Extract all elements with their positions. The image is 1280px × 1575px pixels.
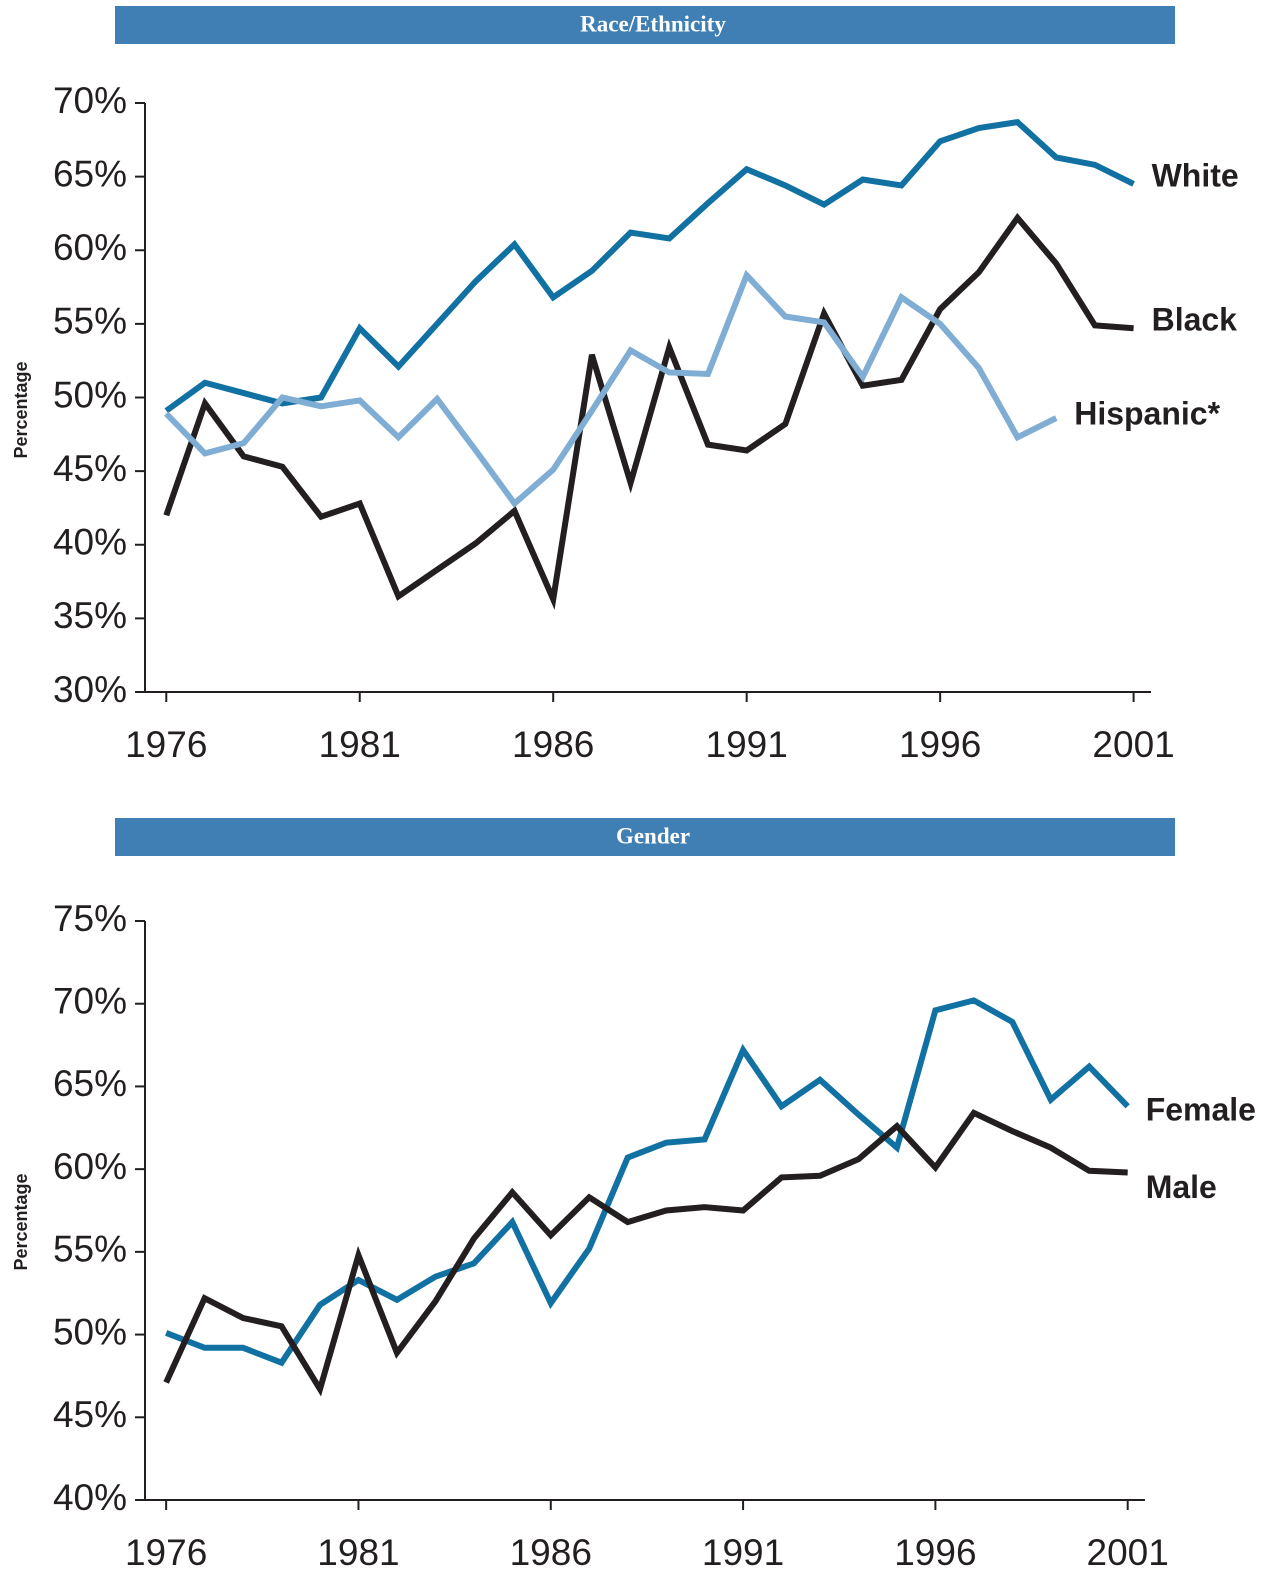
y-tick-label: 75% bbox=[53, 898, 127, 939]
y-tick-label: 40% bbox=[53, 1477, 127, 1518]
series-label: Black bbox=[1152, 302, 1238, 338]
x-tick-label: 1976 bbox=[125, 1532, 207, 1573]
y-tick-label: 55% bbox=[53, 301, 127, 342]
series-line bbox=[164, 269, 1058, 508]
y-tick-label: 50% bbox=[53, 374, 127, 415]
x-tick-label: 1991 bbox=[702, 1532, 784, 1573]
x-tick-label: 1986 bbox=[512, 724, 594, 765]
y-tick-label: 45% bbox=[53, 1394, 127, 1435]
y-tick-label: 70% bbox=[53, 80, 127, 121]
series-label: White bbox=[1152, 157, 1239, 193]
x-tick-label: 2001 bbox=[1092, 724, 1174, 765]
banner bbox=[115, 818, 1175, 856]
y-tick-label: 30% bbox=[53, 669, 127, 710]
y-tick-label: 65% bbox=[53, 153, 127, 194]
y-tick-label: 40% bbox=[53, 522, 127, 563]
series-label: Female bbox=[1146, 1092, 1256, 1128]
series-label: Hispanic* bbox=[1074, 396, 1220, 432]
x-tick-label: 1996 bbox=[899, 724, 981, 765]
series-line bbox=[163, 1109, 1128, 1397]
y-tick-label: 70% bbox=[53, 980, 127, 1021]
y-tick-label: 60% bbox=[53, 1146, 127, 1187]
x-tick-label: 1986 bbox=[510, 1532, 592, 1573]
series-label: Male bbox=[1146, 1169, 1217, 1205]
x-tick-label: 1981 bbox=[319, 724, 401, 765]
y-tick-label: 35% bbox=[53, 595, 127, 636]
banner-title: Gender bbox=[616, 823, 690, 848]
series-line bbox=[164, 118, 1135, 414]
series-line bbox=[165, 997, 1130, 1367]
y-axis-label: Percentage bbox=[11, 361, 31, 458]
x-tick-label: 1991 bbox=[706, 724, 788, 765]
y-tick-label: 65% bbox=[53, 1063, 127, 1104]
x-tick-label: 1981 bbox=[317, 1532, 399, 1573]
y-axis-label: Percentage bbox=[11, 1173, 31, 1270]
banner-title: Race/Ethnicity bbox=[580, 11, 726, 36]
y-tick-label: 60% bbox=[53, 227, 127, 268]
y-tick-label: 45% bbox=[53, 448, 127, 489]
y-tick-label: 50% bbox=[53, 1311, 127, 1352]
x-tick-label: 1976 bbox=[125, 724, 207, 765]
banner bbox=[115, 6, 1175, 44]
x-tick-label: 2001 bbox=[1087, 1532, 1169, 1573]
x-tick-label: 1996 bbox=[894, 1532, 976, 1573]
y-tick-label: 55% bbox=[53, 1229, 127, 1270]
series-line bbox=[163, 212, 1134, 610]
